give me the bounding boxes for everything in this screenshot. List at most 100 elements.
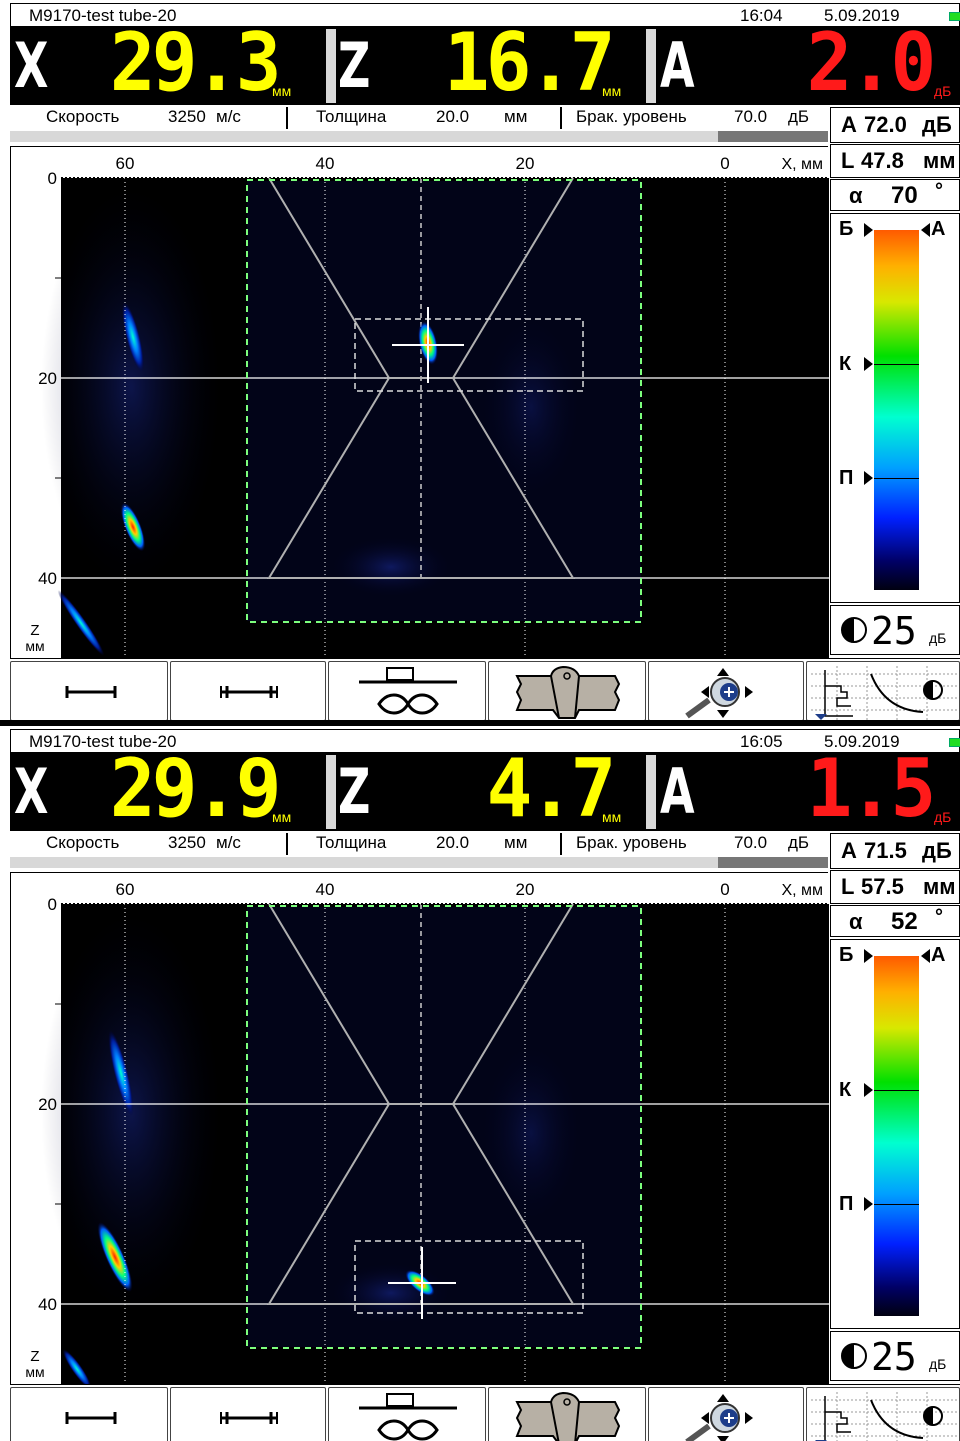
weld-infinity-button[interactable] [328,661,486,720]
path-length-value: 57.5 [861,874,904,899]
readout-x: X 29.9 мм [10,747,326,831]
readout-a: A 1.5 дБ [656,747,960,831]
marker-p-line [874,1204,919,1205]
reject-level-label: Брак. уровень [576,833,687,852]
zoom-pan-icon [685,668,753,719]
ruler-single-button[interactable] [10,1387,168,1441]
readout-z: Z 4.7 мм [336,747,646,831]
path-length-unit: мм [923,148,956,173]
zoom-pan-button[interactable] [648,661,804,720]
weld-profile-icon [515,1391,621,1441]
marker-p-icon[interactable] [864,1197,873,1211]
zoom-pan-icon [685,1394,753,1441]
marker-b-icon[interactable] [864,949,873,963]
scan-image: 60 40 20 0 X, мм 0 20 40 Zмм [11,873,829,1385]
readout-z-letter: Z [338,755,371,828]
angle-value: 52 [891,908,918,935]
marker-p-icon[interactable] [864,471,873,485]
bottom-toolbar [10,1384,960,1441]
weld-infinity-button[interactable] [328,1387,486,1441]
title-bar: M9170-test tube-20 16:04 5.09.2019 [10,3,960,27]
z-tick-label: 40 [38,1295,57,1314]
readout-x: X 29.3 мм [10,21,326,105]
selection-box [354,1240,584,1314]
geometry-echo [97,1222,133,1292]
amplitude-label: А [841,838,857,863]
instrument-screen: M9170-test tube-20 16:05 5.09.2019 X 29.… [0,726,960,1441]
speed-label: Скорость [46,107,120,126]
x-tick-label: 60 [116,880,135,899]
z-axis-label: Z [30,1348,39,1365]
gain-box[interactable]: 25 дБ [830,605,960,655]
geometry-echo [62,1349,92,1385]
marker-a-icon[interactable] [921,949,930,963]
x-tick-label: 40 [316,880,335,899]
parameter-strip: Скорость 3250 м/с Толщина 20.0 мм Брак. … [10,831,828,871]
ruler-double-button[interactable] [170,661,326,720]
speed-unit: м/с [216,107,241,126]
weld-infinity-icon [359,1393,457,1441]
gain-unit: дБ [929,1356,947,1372]
reject-level-unit: дБ [788,107,810,126]
reject-level-value[interactable]: 70.0 [734,107,768,126]
readout-x-unit: мм [272,83,292,99]
ruler-single-button[interactable] [10,661,168,720]
geometry-echo [108,1030,134,1116]
x-tick-label: 0 [720,154,729,173]
scale-label-b: Б [839,218,854,240]
readout-z-letter: Z [338,29,371,102]
marker-k-icon[interactable] [864,1083,873,1097]
instrument-screen: M9170-test tube-20 16:04 5.09.2019 X 29.… [0,0,960,720]
marker-b-icon[interactable] [864,223,873,237]
gain-box[interactable]: 25 дБ [830,1331,960,1381]
ruler-double-icon [220,1412,278,1424]
speed-value[interactable]: 3250 [168,107,206,126]
thickness-value[interactable]: 20.0 [436,833,470,852]
x-tick-label: 20 [516,154,535,173]
amplitude-color-scale: Б А К П [830,939,960,1329]
readout-separator [326,29,336,103]
title-bar: M9170-test tube-20 16:05 5.09.2019 [10,729,960,753]
weld-profile-button[interactable] [488,1387,646,1441]
scale-label-k: К [839,1079,852,1101]
readout-a-unit: дБ [934,809,952,825]
ruler-single-icon [65,686,117,698]
readout-x-letter: X [14,755,49,828]
angle-label: α [849,183,863,208]
color-gradient [874,230,919,590]
thickness-unit: мм [504,107,528,126]
scale-label-b: Б [839,944,854,966]
weld-outline [267,177,575,579]
amplitude-label: А [841,112,857,137]
marker-k-icon[interactable] [864,357,873,371]
x-tick-label: 20 [516,880,535,899]
ruler-double-icon [220,686,278,698]
zoom-pan-button[interactable] [648,1387,804,1441]
marker-a-icon[interactable] [921,223,930,237]
reject-level-value[interactable]: 70.0 [734,833,768,852]
gain-value: 25 [871,1335,917,1379]
tcg-curve-button[interactable] [806,1387,960,1441]
thickness-value[interactable]: 20.0 [436,107,470,126]
speed-value[interactable]: 3250 [168,833,206,852]
readout-z-value: 4.7 [486,742,616,835]
param-separator [286,107,288,129]
readout-a: A 2.0 дБ [656,21,960,105]
ruler-double-button[interactable] [170,1387,326,1441]
readout-z: Z 16.7 мм [336,21,646,105]
amplitude-unit: дБ [922,838,952,863]
tcg-curve-button[interactable] [806,661,960,720]
path-length-label: L [841,874,855,899]
angle-label: α [849,909,863,934]
battery-icon [949,738,960,747]
screen-divider [0,720,960,726]
readout-separator [646,29,656,103]
clock-date: 5.09.2019 [824,6,900,25]
amplitude-box: А 71.5 дБ [830,833,960,869]
scan-image: 60 40 20 0 X, мм 0 20 40 Zмм [11,147,829,659]
weld-profile-button[interactable] [488,661,646,720]
level-bar-fill [718,131,828,142]
z-tick-label: 40 [38,569,57,588]
